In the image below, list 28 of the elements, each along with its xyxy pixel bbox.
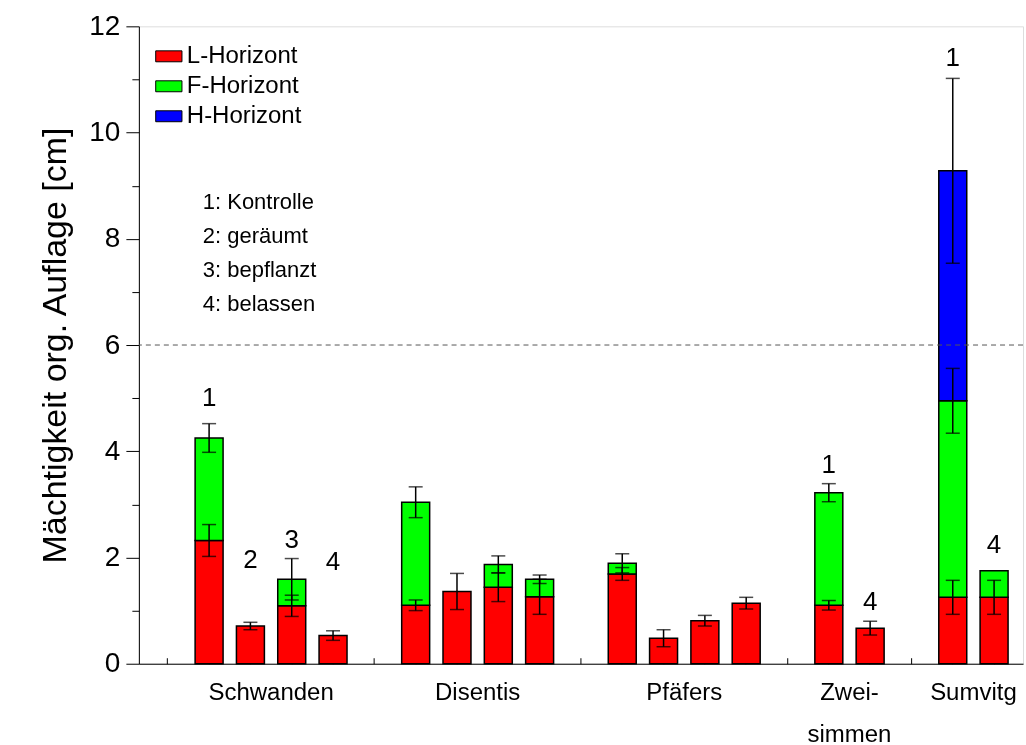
annotation: 4: belassen xyxy=(202,291,316,317)
text: Schwanden xyxy=(208,677,334,705)
y-axis-title: Mächtigkeit org. Auflage [cm] xyxy=(35,127,74,564)
y-tick-label: 12 xyxy=(89,9,121,41)
y-tick-label: 10 xyxy=(89,116,121,148)
annotation: 2: geräumt xyxy=(202,223,308,249)
y-tick-label: 8 xyxy=(104,222,121,254)
text: Disentis xyxy=(435,677,521,705)
legend-label: F-Horizont xyxy=(186,71,300,99)
legend-label: L-Horizont xyxy=(186,41,298,69)
legend-label: H-Horizont xyxy=(186,101,302,129)
y-tick-label: 2 xyxy=(104,540,121,572)
annotation: 2 xyxy=(243,543,258,574)
annotation: 1: Kontrolle xyxy=(202,189,314,215)
annotation: 1 xyxy=(821,448,837,479)
annotation: 3: bepflanzt xyxy=(202,257,317,283)
y-tick-label: 4 xyxy=(104,434,121,466)
annotation: 3 xyxy=(284,523,299,554)
annotation: 1 xyxy=(945,42,960,73)
annotation: 4 xyxy=(862,585,878,616)
y-tick-label: 0 xyxy=(104,647,121,679)
annotation: 4 xyxy=(986,528,1002,559)
text: Pfäfers xyxy=(646,677,723,705)
annotation: 4 xyxy=(325,545,341,576)
annotation: 1 xyxy=(201,381,217,412)
text: Zwei- simmen xyxy=(807,677,892,745)
y-tick-label: 6 xyxy=(104,328,121,360)
text: Sumvitg xyxy=(930,677,1017,705)
